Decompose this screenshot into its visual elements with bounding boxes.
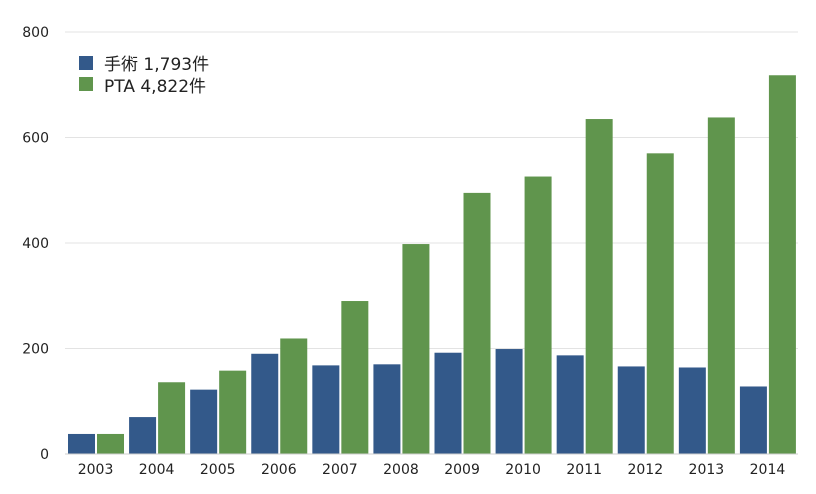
y-tick-label: 400 bbox=[22, 236, 49, 252]
x-tick-label: 2006 bbox=[261, 462, 297, 478]
x-tick-label: 2011 bbox=[566, 462, 602, 478]
bar-pta bbox=[158, 382, 186, 454]
x-tick-label: 2005 bbox=[200, 462, 236, 478]
bar-pta bbox=[402, 244, 430, 454]
y-tick-label: 200 bbox=[22, 342, 49, 358]
legend-label-surgery: 手術 1,793件 bbox=[104, 55, 209, 75]
legend-label-pta: PTA 4,822件 bbox=[104, 77, 206, 97]
legend: 手術 1,793件 PTA 4,822件 bbox=[79, 55, 209, 97]
bars bbox=[68, 75, 796, 454]
bar-pta bbox=[280, 338, 308, 454]
bar-surgery bbox=[495, 349, 523, 454]
x-tick-label: 2009 bbox=[444, 462, 480, 478]
x-axis-ticks: 2003 2004 2005 2006 2007 2008 2009 2010 2011 2012… bbox=[78, 462, 786, 478]
x-tick-label: 2014 bbox=[750, 462, 786, 478]
x-tick-label: 2012 bbox=[627, 462, 663, 478]
bar-pta bbox=[707, 117, 735, 454]
x-tick-label: 2004 bbox=[139, 462, 175, 478]
bar-surgery bbox=[434, 352, 462, 454]
legend-swatch-pta bbox=[79, 77, 93, 91]
bar-pta bbox=[463, 192, 491, 454]
legend-swatch-surgery bbox=[79, 56, 93, 70]
x-tick-label: 2008 bbox=[383, 462, 419, 478]
bar-surgery bbox=[739, 386, 767, 454]
bar-pta bbox=[585, 119, 613, 454]
bar-surgery bbox=[129, 417, 157, 454]
y-axis-ticks: 0 200 400 600 800 bbox=[22, 25, 49, 463]
bar-pta bbox=[646, 153, 674, 454]
bar-pta bbox=[219, 370, 247, 454]
x-tick-label: 2003 bbox=[78, 462, 114, 478]
y-tick-label: 600 bbox=[22, 131, 49, 147]
bar-pta bbox=[341, 301, 369, 454]
bar-pta bbox=[97, 433, 124, 454]
bar-pta bbox=[524, 176, 552, 454]
x-tick-label: 2010 bbox=[505, 462, 541, 478]
bar-surgery bbox=[617, 366, 645, 454]
bar-surgery bbox=[190, 389, 218, 454]
bar-surgery bbox=[251, 353, 279, 454]
bar-surgery bbox=[373, 364, 401, 454]
grid-lines bbox=[65, 31, 798, 349]
x-tick-label: 2007 bbox=[322, 462, 358, 478]
x-tick-label: 2013 bbox=[689, 462, 725, 478]
bar-surgery bbox=[312, 365, 340, 454]
bar-surgery bbox=[556, 355, 584, 454]
y-tick-label: 800 bbox=[22, 25, 49, 41]
y-tick-label: 0 bbox=[40, 447, 49, 463]
bar-pta bbox=[768, 75, 796, 454]
bar-surgery bbox=[68, 433, 95, 454]
bar-surgery bbox=[678, 367, 706, 454]
